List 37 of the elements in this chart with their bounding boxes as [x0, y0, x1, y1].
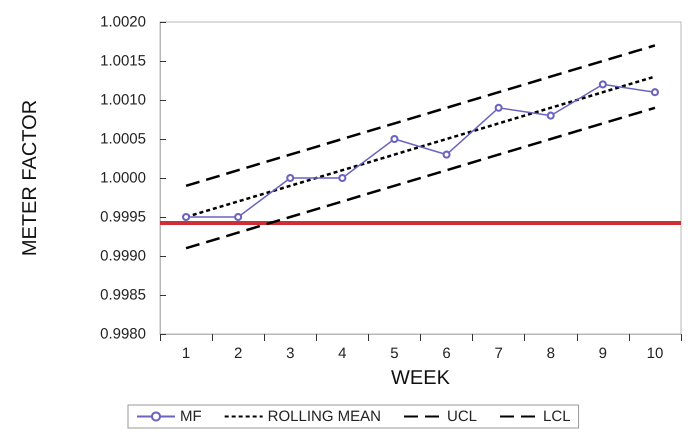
- y-tick-label: 1.0010: [100, 92, 146, 108]
- legend-label: UCL: [447, 408, 478, 425]
- x-tick-label: 8: [546, 345, 555, 362]
- y-tick-label: 1.0020: [100, 14, 146, 30]
- x-tick-label: 2: [234, 345, 242, 362]
- y-tick-label: 0.9995: [100, 208, 146, 226]
- x-axis-title: WEEK: [391, 367, 451, 389]
- point: [338, 174, 346, 182]
- x-tick-label: 3: [286, 345, 294, 362]
- point: [234, 213, 242, 221]
- point: [390, 135, 398, 143]
- x-tick-label: 7: [494, 345, 503, 362]
- legend-label: LCL: [543, 408, 571, 425]
- y-tick-label: 1.0015: [100, 52, 146, 70]
- y-tick-label: 1.0005: [100, 130, 146, 148]
- y-tick-label: 1.0000: [100, 170, 146, 186]
- point: [182, 213, 190, 221]
- line-series: [184, 106, 656, 250]
- x-tick-label: 4: [338, 345, 347, 362]
- x-tick-label: 1: [182, 345, 190, 362]
- point: [442, 150, 451, 159]
- y-tick-label: 0.9985: [100, 286, 146, 304]
- legend-label: MF: [180, 408, 202, 425]
- y-tick-label: 0.9980: [100, 326, 146, 342]
- y-tick-label: 0.9990: [100, 248, 146, 264]
- x-tick-label: 10: [646, 345, 664, 362]
- line-series: [184, 44, 656, 188]
- legend-label: ROLLING MEAN: [268, 408, 382, 425]
- y-axis-title: METER FACTOR: [19, 100, 41, 256]
- point: [494, 104, 503, 112]
- point: [286, 174, 294, 182]
- x-tick-label: 9: [598, 345, 608, 362]
- x-tick-label: 6: [442, 345, 451, 362]
- point: [650, 88, 659, 96]
- point: [546, 112, 555, 120]
- point: [598, 80, 607, 88]
- x-tick-label: 5: [390, 345, 399, 362]
